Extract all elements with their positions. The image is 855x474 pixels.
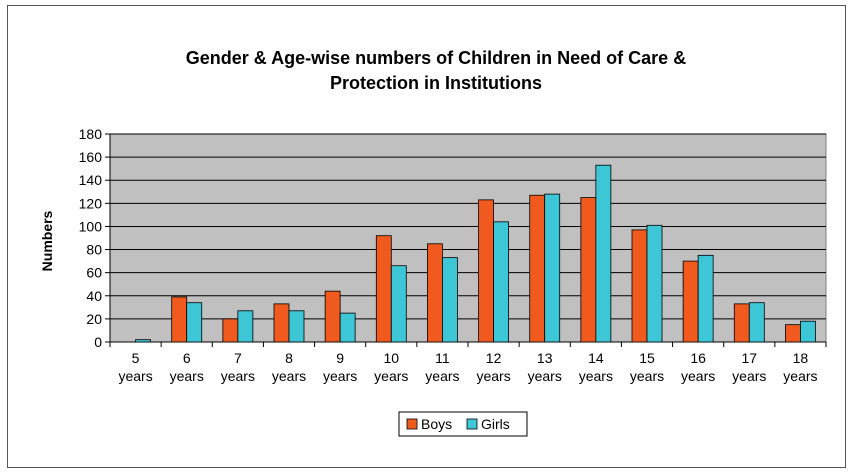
legend: Boys Girls [398,411,528,437]
y-tick-label: 20 [86,311,102,327]
plot-area: 0 20 40 60 80 100 120 140 160 180 5 years 6 years 7 yea… [79,126,827,384]
bar-girls-9 [339,312,356,343]
bar-boys-6 [171,296,188,343]
x-tick-label: 6 [183,350,191,366]
x-tick-label: 17 [741,350,757,366]
bar-boys-16 [682,260,699,343]
bar-boys-12 [478,199,494,343]
bar-girls-17 [748,302,765,343]
x-tick-label: 12 [486,350,502,366]
bar-girls-6 [186,302,203,343]
bar-boys-9 [324,290,341,343]
x-tick-label: 15 [639,350,655,366]
x-tick-label-unit: years [681,368,715,384]
y-tick-label: 80 [86,242,102,258]
x-tick-label-unit: years [630,368,664,384]
x-tick-label-unit: years [528,368,562,384]
x-tick-label: 5 [132,350,140,366]
legend-label-boys: Boys [421,416,452,432]
y-tick-label: 160 [79,149,103,165]
x-tick-label: 13 [537,350,553,366]
bar-girls-10 [390,265,407,343]
bar-boys-7 [222,318,239,343]
bar-boys-8 [273,303,290,343]
bar-boys-13 [529,194,546,343]
y-tick-label: 180 [79,126,103,142]
bar-girls-7 [237,310,254,343]
chart-title-line-2: Protection in Institutions [330,73,542,93]
y-tick-label: 0 [94,334,102,350]
legend-swatch-girls [466,418,478,430]
bar-chart: Gender & Age-wise numbers of Children in… [39,48,827,437]
x-tick-label-unit: years [272,368,306,384]
y-tick-label: 100 [79,218,103,234]
chart-frame: Gender & Age-wise numbers of Children in… [7,5,846,468]
bar-boys-17 [733,303,750,343]
x-tick-label: 14 [588,350,604,366]
bar-girls-13 [544,193,561,343]
bar-girls-11 [442,257,458,343]
x-tick-label: 11 [435,350,450,366]
x-tick-label-unit: years [221,368,255,384]
x-tick-label-unit: years [323,368,357,384]
x-tick-label-unit: years [118,368,152,384]
bar-girls-8 [288,310,305,343]
chart-title-line-1: Gender & Age-wise numbers of Children in… [186,48,686,68]
bar-girls-18 [800,320,816,343]
legend-swatch-boys [406,418,418,430]
x-tick-label: 8 [285,350,293,366]
y-tick-label: 60 [86,265,102,281]
legend-box [398,411,528,437]
x-tick-label: 7 [234,350,242,366]
y-tick-label: 120 [79,195,103,211]
bar-boys-10 [375,235,392,343]
x-tick-label: 9 [336,350,344,366]
bar-girls-16 [697,254,714,343]
bar-boys-18 [785,324,801,343]
x-tick-label-unit: years [732,368,766,384]
x-tick-label-unit: years [579,368,613,384]
bar-girls-14 [595,164,612,343]
bar-boys-14 [580,197,597,343]
bar-boys-15 [631,229,648,343]
plot-background [109,133,827,343]
x-tick-label-unit: years [425,368,459,384]
bar-girls-12 [493,221,509,343]
y-tick-label: 40 [86,288,102,304]
x-tick-label-unit: years [476,368,510,384]
y-axis-label: Numbers [39,210,55,271]
bar-girls-15 [646,224,663,343]
bar-girls-5 [135,339,151,343]
legend-label-girls: Girls [481,416,510,432]
y-tick-label: 140 [79,172,103,188]
x-tick-label: 10 [383,350,399,366]
x-tick-label-unit: years [170,368,204,384]
x-tick-label-unit: years [374,368,408,384]
x-tick-label: 18 [793,350,809,366]
bar-boys-11 [427,243,443,343]
x-tick-label-unit: years [783,368,817,384]
x-tick-label: 16 [690,350,706,366]
